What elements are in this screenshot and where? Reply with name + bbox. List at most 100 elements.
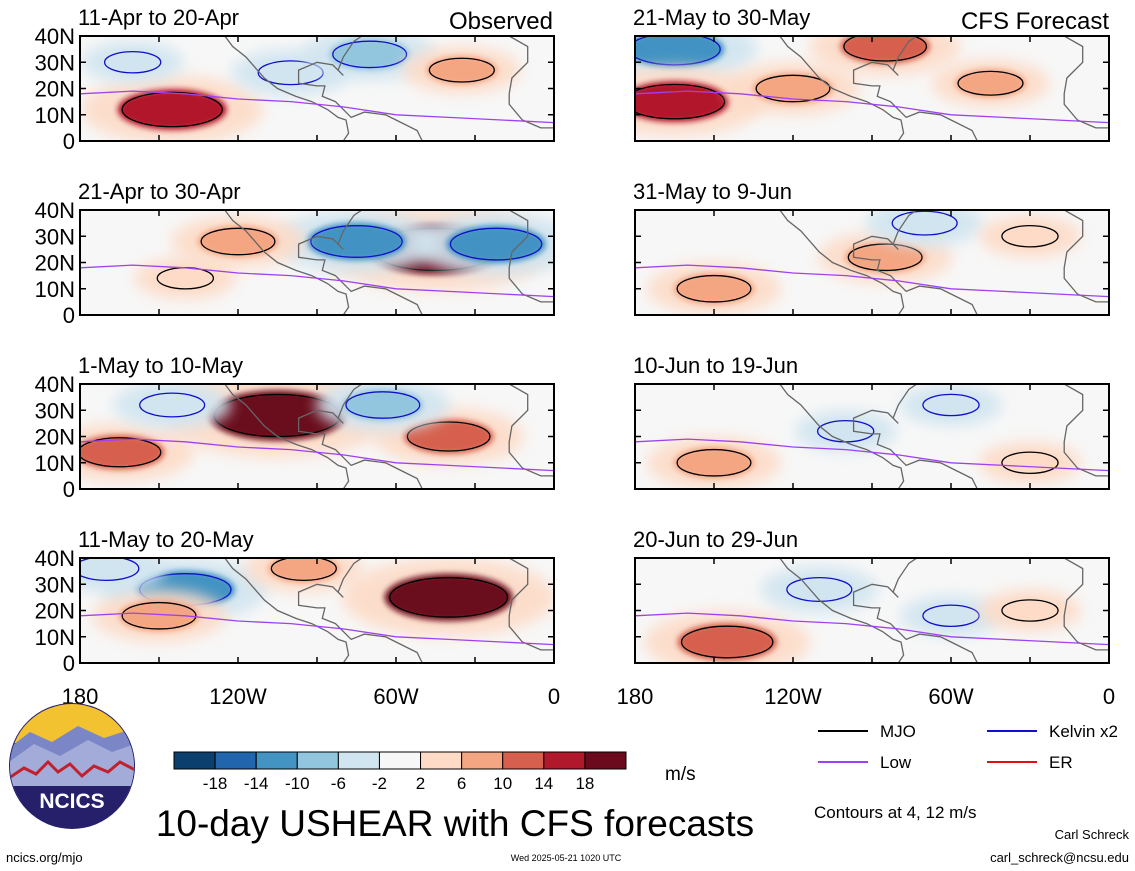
coastline-africa xyxy=(508,210,554,303)
anomaly-core xyxy=(673,272,755,305)
coastline-west xyxy=(224,384,350,489)
low-contour xyxy=(635,438,1109,472)
y-tick-label: 10N xyxy=(35,103,75,128)
contour-line xyxy=(786,576,853,603)
coastline-west xyxy=(224,36,350,141)
colorbar-swatch xyxy=(378,751,422,770)
anomaly-core xyxy=(920,392,982,418)
anomaly-core xyxy=(999,450,1061,476)
y-tick-label: 30N xyxy=(35,398,75,423)
colorbar-swatch xyxy=(461,751,504,770)
contour-line xyxy=(676,448,752,477)
legend: MJO Kelvin x2 Low ER xyxy=(818,722,1118,772)
anomaly-core xyxy=(329,38,410,71)
logo-text: NCICS xyxy=(39,790,104,813)
panel-4: 31-May to 9-Jun xyxy=(633,179,1110,316)
contour-line xyxy=(103,51,162,74)
anomaly-core xyxy=(80,558,142,583)
y-tick-label: 30N xyxy=(35,50,75,75)
y-tick-label: 40N xyxy=(35,546,75,571)
column-label-observed: Observed xyxy=(449,8,553,35)
coastline-africa xyxy=(508,384,554,477)
low-contour xyxy=(635,90,1109,124)
y-tick-label: 40N xyxy=(35,198,75,223)
contour-line xyxy=(389,577,509,618)
anomaly-core xyxy=(154,265,216,291)
colorbar-tick-label: 2 xyxy=(416,774,425,793)
contour-note: Contours at 4, 12 m/s xyxy=(814,803,977,822)
anomaly-core xyxy=(635,81,730,123)
anomaly-core xyxy=(384,573,513,622)
x-tick-label: 120W xyxy=(209,684,267,709)
anomaly-core xyxy=(403,419,494,454)
colorbar-tick-label: 6 xyxy=(457,774,466,793)
y-tick-label: 40N xyxy=(35,24,75,49)
anomaly-core xyxy=(268,558,340,583)
contour-line xyxy=(676,274,752,303)
y-tick-label: 0 xyxy=(63,477,75,502)
contour-line xyxy=(755,74,831,103)
contour-line xyxy=(635,83,726,120)
contour-line xyxy=(406,421,491,452)
colorbar-swatch xyxy=(255,751,298,770)
colorbar-swatch xyxy=(584,751,627,770)
anomaly-core xyxy=(306,222,407,261)
legend-label: ER xyxy=(1049,753,1073,772)
colorbar-tick-label: 18 xyxy=(575,774,594,793)
anomaly-core xyxy=(197,225,279,258)
x-tick-label: 0 xyxy=(1103,684,1115,709)
panel-period-label: 31-May to 9-Jun xyxy=(633,179,792,204)
coastline-east xyxy=(852,558,978,663)
column-label-forecast: CFS Forecast xyxy=(961,8,1109,35)
column-label-forecast-text: CFS Forecast xyxy=(961,8,1109,35)
contour-line xyxy=(270,558,337,582)
low-contour xyxy=(80,264,554,298)
colorbar-swatch xyxy=(173,751,216,770)
x-tick-label: 180 xyxy=(617,684,654,709)
y-tick-label: 10N xyxy=(35,625,75,650)
legend-label: Kelvin x2 xyxy=(1049,722,1118,741)
x-tick-label: 120W xyxy=(764,684,822,709)
legend-label: Low xyxy=(880,753,912,772)
panel-period-label: 1-May to 10-May xyxy=(78,353,243,378)
panel-period-label: 21-May to 30-May xyxy=(633,5,810,30)
colorbar-tick-label: -10 xyxy=(285,774,310,793)
low-contour xyxy=(80,438,554,472)
colorbar-tick-label: -18 xyxy=(203,774,228,793)
anomaly-core xyxy=(117,88,227,131)
anomaly-core xyxy=(446,225,546,264)
coastline-west xyxy=(779,558,905,663)
low-contour xyxy=(80,90,554,124)
contour-line xyxy=(449,227,543,261)
x-tick-label: 0 xyxy=(548,684,560,709)
y-tick-label: 20N xyxy=(35,77,75,102)
y-tick-label: 0 xyxy=(63,651,75,676)
contour-line xyxy=(843,36,928,62)
x-tick-label: 60W xyxy=(928,684,973,709)
coastline-east xyxy=(297,36,423,141)
contour-line xyxy=(922,604,980,628)
y-tick-label: 10N xyxy=(35,451,75,476)
y-tick-label: 30N xyxy=(35,572,75,597)
y-tick-label: 20N xyxy=(35,251,75,276)
anomaly-core xyxy=(635,36,725,69)
low-contour xyxy=(80,612,554,646)
footer-timestamp: Wed 2025-05-21 1020 UTC xyxy=(511,853,622,863)
panel-2: 21-May to 30-May xyxy=(633,5,1110,142)
panel-period-label: 11-May to 20-May xyxy=(78,527,254,552)
contour-line xyxy=(345,391,421,419)
coastline-east xyxy=(852,384,978,489)
colorbar-swatch xyxy=(502,751,545,770)
contour-line xyxy=(1001,599,1059,622)
anomaly-core xyxy=(426,55,498,85)
chart-title: 10-day USHEAR with CFS forecasts xyxy=(156,803,754,844)
anomaly-core xyxy=(955,68,1026,98)
low-contour xyxy=(635,612,1109,646)
ncics-logo: NCICS xyxy=(9,703,135,829)
anomaly-core xyxy=(673,446,755,479)
